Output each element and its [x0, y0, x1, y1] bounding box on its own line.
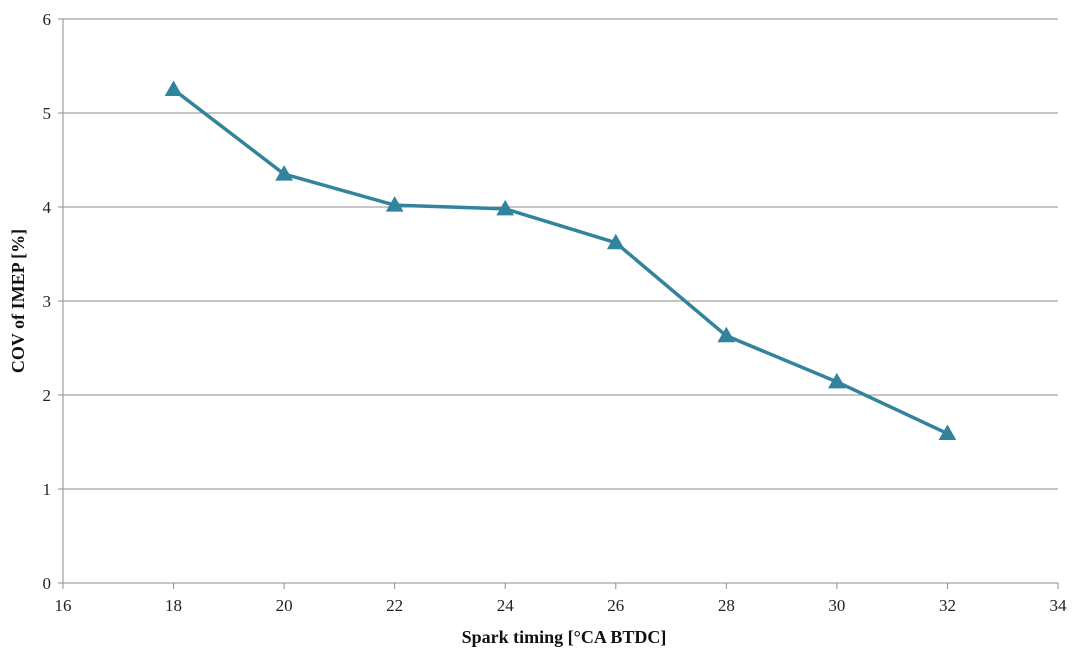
data-point-30	[828, 372, 846, 389]
x-tick-labels: 16 18 20 22 24 26 28 30 32 34	[55, 596, 1068, 615]
x-tick-label-30: 30	[828, 596, 845, 615]
data-point-18	[164, 80, 183, 96]
data-point-24	[496, 199, 515, 216]
y-tick-label-6: 6	[43, 10, 52, 29]
y-tick-label-4: 4	[43, 198, 52, 217]
x-tick-label-34: 34	[1050, 596, 1068, 615]
x-tick-label-18: 18	[165, 596, 182, 615]
y-axis-title: COV of IMEP [%]	[8, 229, 28, 373]
axes	[58, 18, 1059, 589]
data-point-22	[385, 196, 404, 212]
x-tick-label-32: 32	[939, 596, 956, 615]
data-point-20	[275, 165, 293, 181]
gridlines	[63, 18, 1058, 490]
x-tick-label-16: 16	[55, 596, 72, 615]
x-tick-label-26: 26	[607, 596, 624, 615]
y-tick-label-3: 3	[43, 292, 52, 311]
y-tick-labels: 0 1 2 3 4 5 6	[43, 10, 52, 593]
y-tick-label-5: 5	[43, 104, 52, 123]
x-tick-label-28: 28	[718, 596, 735, 615]
y-tick-label-1: 1	[43, 480, 52, 499]
data-point-32	[938, 424, 957, 441]
data-point-28	[717, 326, 736, 343]
series-line-0	[172, 88, 949, 436]
data-point-26	[606, 233, 625, 250]
x-tick-label-22: 22	[386, 596, 403, 615]
x-tick-label-20: 20	[276, 596, 293, 615]
y-tick-label-0: 0	[43, 574, 52, 593]
y-tick-label-2: 2	[43, 386, 52, 405]
plot-area	[164, 80, 957, 441]
x-axis-title: Spark timing [°CA BTDC]	[462, 627, 667, 647]
x-tick-label-24: 24	[497, 596, 515, 615]
